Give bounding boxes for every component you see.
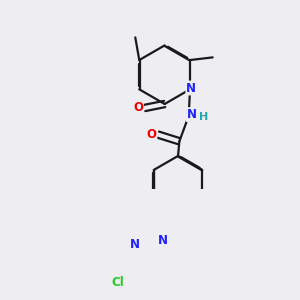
Text: Cl: Cl (112, 276, 124, 289)
Text: O: O (146, 128, 156, 141)
Text: N: N (186, 82, 197, 94)
Text: H: H (199, 112, 208, 122)
Text: O: O (133, 101, 143, 115)
Text: N: N (158, 234, 168, 247)
Text: N: N (187, 108, 197, 121)
Text: N: N (130, 238, 140, 251)
